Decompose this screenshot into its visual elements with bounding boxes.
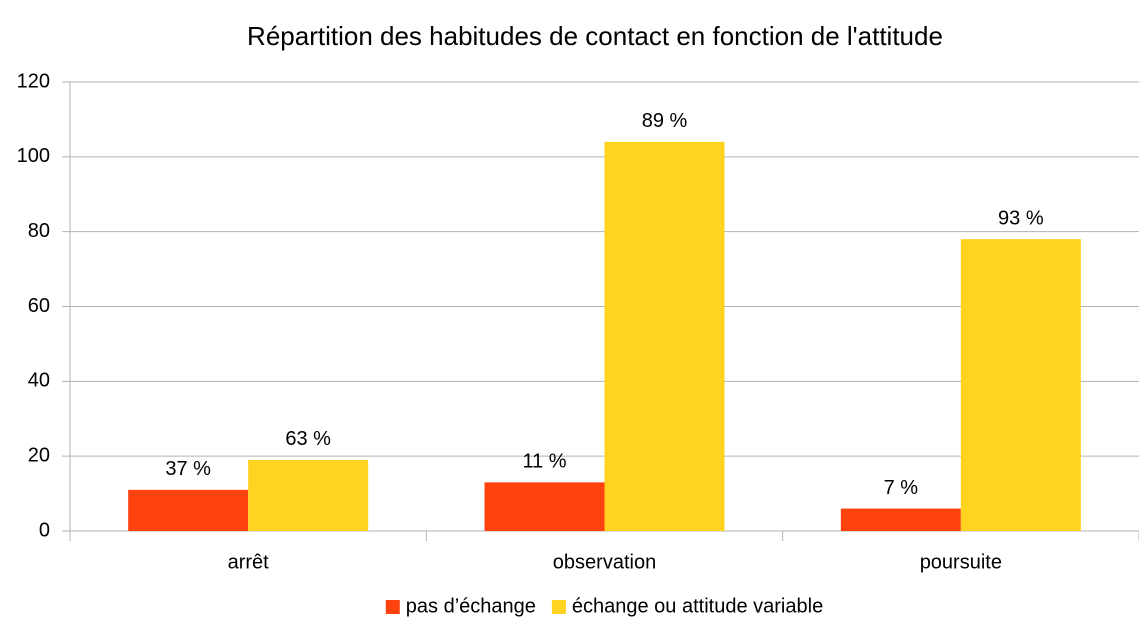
bar [248, 459, 369, 531]
y-tick-label: 120 [17, 70, 50, 92]
legend-swatch [551, 600, 566, 614]
data-label: 63 % [285, 428, 331, 450]
data-label: 7 % [884, 477, 919, 499]
y-tick-label: 40 [28, 370, 50, 392]
y-tick-label: 0 [39, 519, 50, 541]
bar [484, 482, 605, 531]
bar [960, 239, 1081, 531]
x-tick-label: observation [553, 551, 656, 573]
y-tick-label: 60 [28, 295, 50, 317]
legend-swatch [385, 600, 400, 614]
bar [128, 489, 249, 531]
bar [840, 508, 961, 531]
x-tick-label: poursuite [920, 551, 1002, 573]
bar [604, 141, 725, 531]
y-tick-label: 80 [28, 220, 50, 242]
legend-label: échange ou attitude variable [572, 595, 823, 617]
data-label: 37 % [165, 458, 211, 480]
y-tick-label: 20 [28, 444, 50, 466]
data-label: 89 % [642, 110, 688, 132]
y-tick-label: 100 [17, 145, 50, 167]
legend-label: pas d’échange [406, 595, 536, 617]
data-label: 93 % [998, 207, 1044, 229]
chart-title: Répartition des habitudes de contact en … [247, 21, 943, 51]
x-tick-label: arrêt [228, 551, 270, 573]
data-label: 11 % [522, 451, 566, 473]
